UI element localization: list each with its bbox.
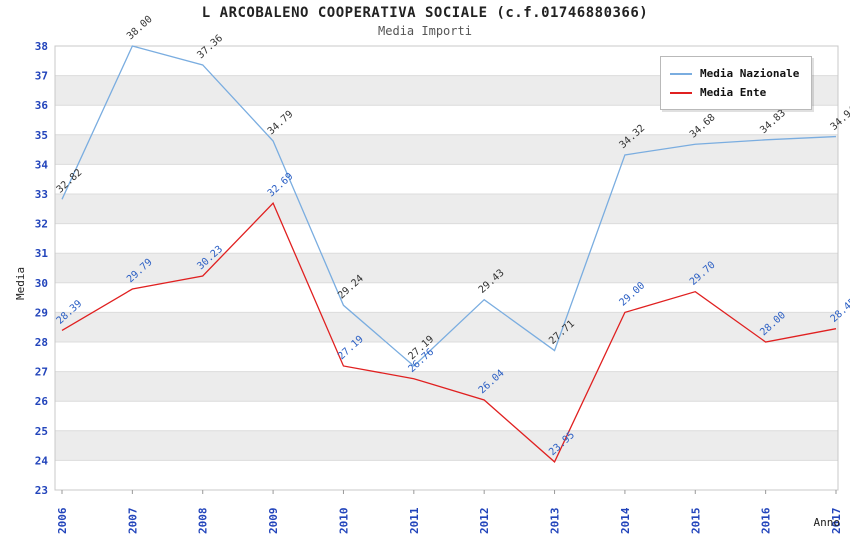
background-band xyxy=(55,105,838,135)
x-tick-label: 2015 xyxy=(689,508,702,535)
y-tick-label: 33 xyxy=(35,188,48,201)
y-axis-title: Media xyxy=(14,266,27,300)
plot-frame xyxy=(54,45,839,491)
background-band xyxy=(55,194,838,224)
chart-subtitle: Media Importi xyxy=(378,24,472,38)
background-band xyxy=(55,312,838,342)
y-tick-label: 32 xyxy=(35,218,48,231)
x-tick-label: 2009 xyxy=(267,508,280,535)
x-axis-title: Anno xyxy=(813,516,841,529)
y-tick-label: 28 xyxy=(35,336,48,349)
data-label-nazionale: 38.00 xyxy=(125,14,155,42)
background-band xyxy=(55,253,838,283)
y-tick-label: 23 xyxy=(35,484,48,497)
legend-label-nazionale: Media Nazionale xyxy=(700,67,800,80)
y-tick-label: 36 xyxy=(35,99,49,112)
y-tick-label: 37 xyxy=(35,70,48,83)
series-line-ente xyxy=(61,202,837,463)
legend-item-media-ente: Media Ente xyxy=(670,83,799,102)
background-band xyxy=(55,401,838,431)
y-tick-label: 25 xyxy=(35,425,48,438)
y-tick-label: 38 xyxy=(35,40,48,53)
chart-title: L ARCOBALENO COOPERATIVA SOCIALE (c.f.01… xyxy=(201,5,649,21)
series-line-nazionale xyxy=(61,45,837,367)
background-band xyxy=(55,282,838,313)
y-tick-label: 30 xyxy=(35,277,48,290)
legend-item-media-nazionale: Media Nazionale xyxy=(670,64,799,83)
background-band xyxy=(55,371,838,402)
x-tick-label: 2016 xyxy=(760,507,773,534)
x-tick-label: 2011 xyxy=(408,507,421,534)
x-tick-label: 2017 xyxy=(830,508,843,535)
x-tick-label: 2010 xyxy=(337,508,350,535)
y-tick-label: 35 xyxy=(35,129,48,142)
x-tick-label: 2007 xyxy=(126,508,139,535)
background-band xyxy=(55,430,838,461)
x-tick-label: 2008 xyxy=(197,508,210,535)
legend: Media Nazionale Media Ente xyxy=(660,56,813,110)
x-tick-label: 2006 xyxy=(56,507,69,534)
y-tick-label: 26 xyxy=(35,395,49,408)
legend-line-swatch-nazionale xyxy=(670,72,692,75)
y-tick-label: 27 xyxy=(35,366,48,379)
x-tick-label: 2013 xyxy=(549,508,562,535)
background-band xyxy=(55,164,838,194)
background-band xyxy=(55,460,838,490)
x-tick-label: 2014 xyxy=(619,507,632,534)
legend-label-ente: Media Ente xyxy=(700,86,767,99)
x-tick-label: 2012 xyxy=(478,508,491,535)
y-tick-label: 24 xyxy=(35,454,49,467)
background-band xyxy=(55,134,838,165)
background-band xyxy=(55,223,838,254)
y-tick-label: 31 xyxy=(35,247,49,260)
y-tick-label: 34 xyxy=(35,158,49,171)
y-tick-label: 29 xyxy=(35,306,48,319)
legend-line-swatch-ente xyxy=(670,91,692,94)
background-band xyxy=(55,342,838,372)
